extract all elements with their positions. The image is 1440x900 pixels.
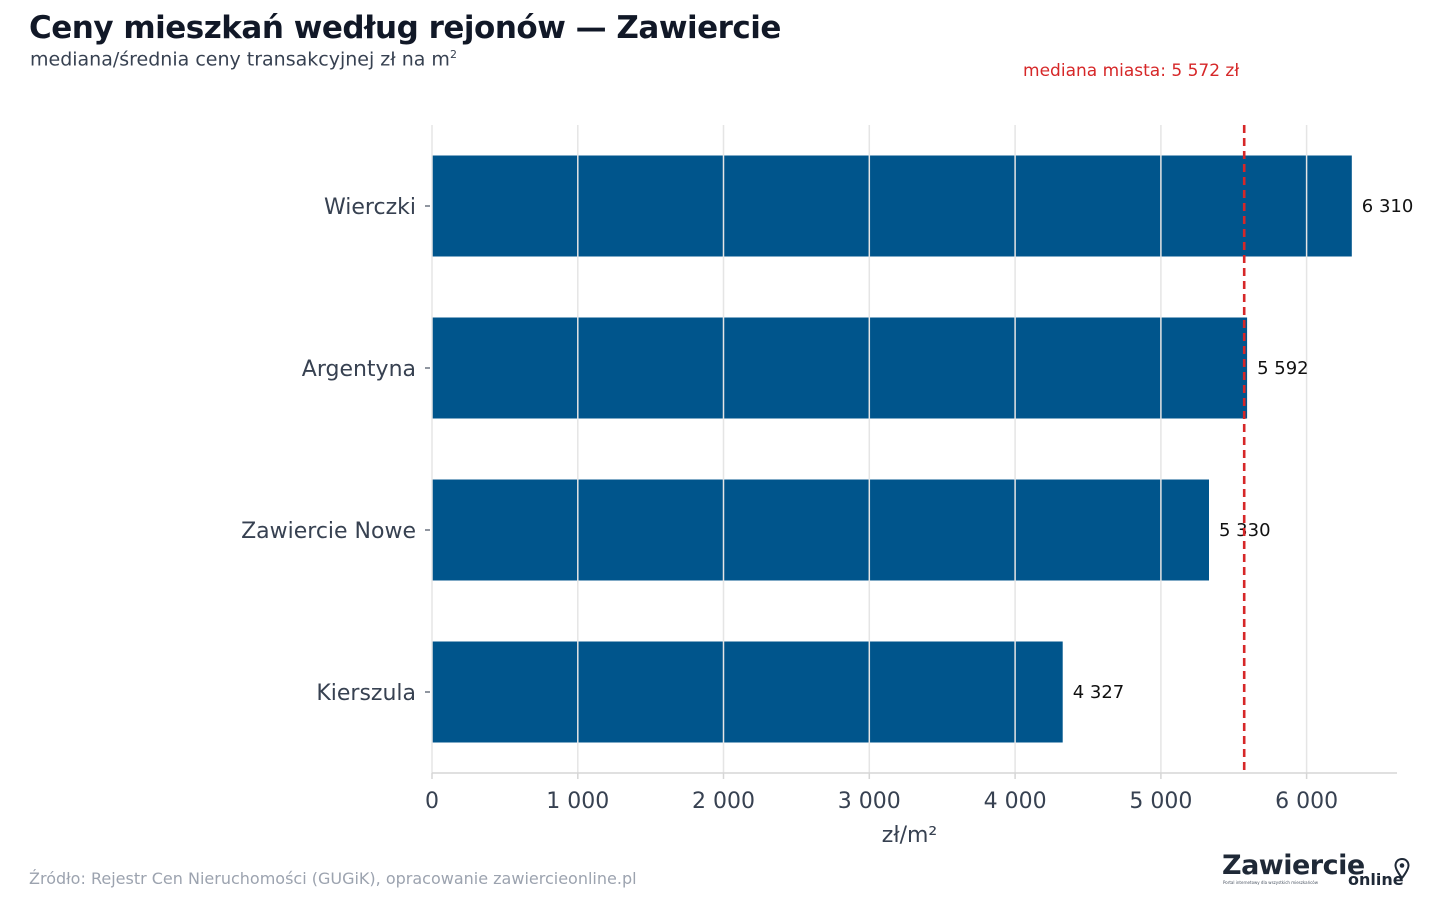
category-label-2: Zawiercie Nowe xyxy=(241,519,416,544)
x-tick-label-2: 2 000 xyxy=(692,789,755,814)
x-tick-label-5: 5 000 xyxy=(1129,789,1192,814)
value-label-1: 5 592 xyxy=(1257,358,1309,379)
bar-1 xyxy=(432,317,1248,419)
x-tick-label-3: 3 000 xyxy=(838,789,901,814)
x-tick-label-1: 1 000 xyxy=(546,789,609,814)
x-tick-label-4: 4 000 xyxy=(984,789,1047,814)
bar-0 xyxy=(432,155,1352,257)
subtitle-text: mediana/średnia ceny transakcyjnej zł na… xyxy=(30,48,450,71)
x-axis-label: zł/m² xyxy=(882,823,937,848)
logo-sub-text: online xyxy=(1348,870,1404,889)
source-note: Źródło: Rejestr Cen Nieruchomości (GUGiK… xyxy=(29,869,637,888)
logo-tagline: Portal internetowy dla wszystkich mieszk… xyxy=(1223,880,1319,885)
subtitle-superscript: 2 xyxy=(449,48,457,61)
map-pin-icon xyxy=(1394,858,1410,880)
x-tick-label-6: 6 000 xyxy=(1275,789,1338,814)
x-tick-label-0: 0 xyxy=(425,789,439,814)
category-label-1: Argentyna xyxy=(302,357,416,382)
logo-main-text: Zawiercie xyxy=(1222,850,1365,881)
value-label-3: 4 327 xyxy=(1073,682,1125,703)
category-label-3: Kierszula xyxy=(316,681,416,706)
category-label-0: Wierczki xyxy=(324,195,416,220)
bar-2 xyxy=(432,479,1209,581)
chart-title: Ceny mieszkań według rejonów — Zawiercie xyxy=(29,10,781,46)
zawiercieonline-logo: Zawiercie Portal internetowy dla wszystk… xyxy=(1222,850,1422,892)
bar-3 xyxy=(432,641,1063,743)
value-label-0: 6 310 xyxy=(1362,196,1414,217)
chart-subtitle: mediana/średnia ceny transakcyjnej zł na… xyxy=(30,48,457,70)
median-reference-label: mediana miasta: 5 572 zł xyxy=(1023,61,1239,81)
